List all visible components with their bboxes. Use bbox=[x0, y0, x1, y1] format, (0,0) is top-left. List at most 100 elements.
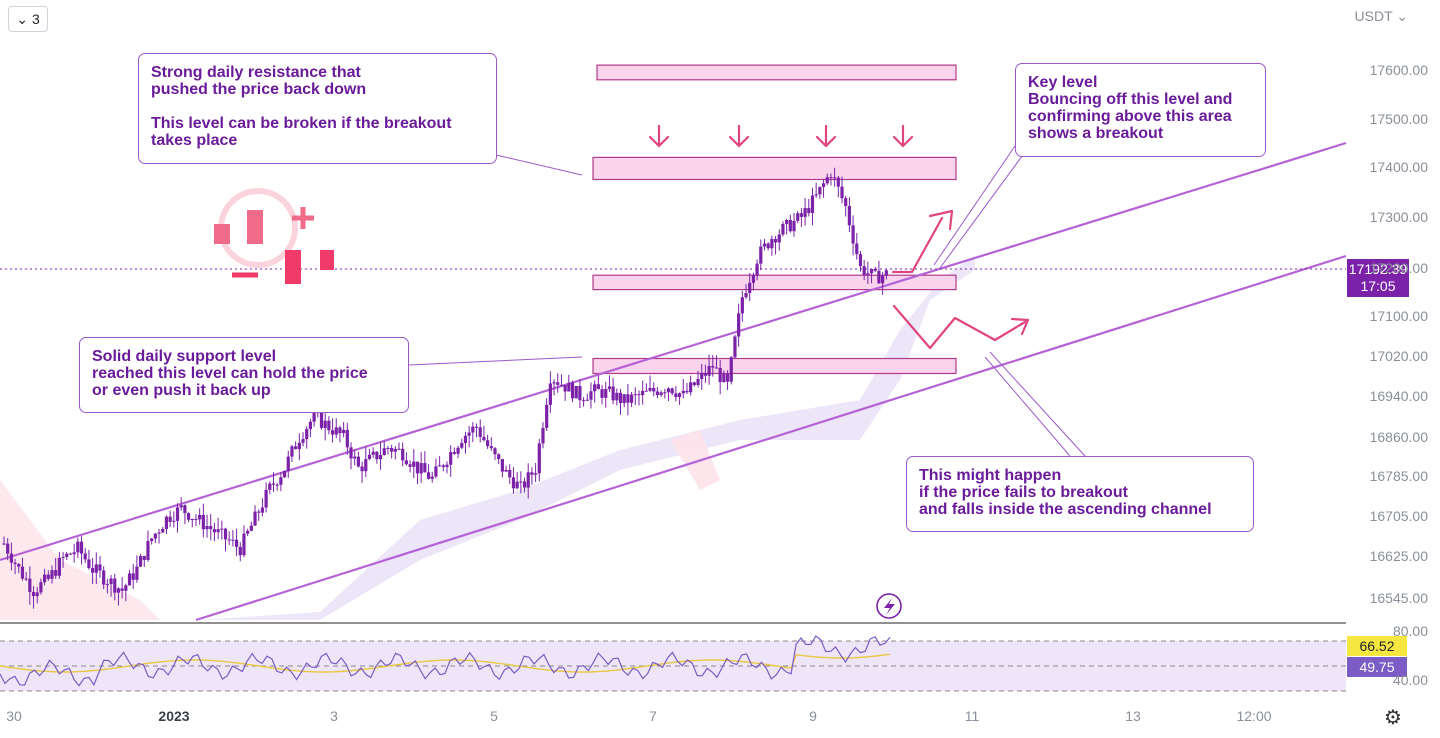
candle-body bbox=[486, 440, 490, 447]
candle-body bbox=[737, 313, 741, 337]
candle-body bbox=[556, 382, 560, 385]
candle-body bbox=[652, 387, 656, 392]
candle-body bbox=[803, 208, 807, 217]
candle-body bbox=[408, 464, 412, 467]
candle-body bbox=[508, 469, 512, 478]
price-tick-label: 17300.00 bbox=[1369, 209, 1428, 225]
candle-body bbox=[877, 270, 881, 284]
candle-body bbox=[677, 393, 682, 398]
time-tick-label: 11 bbox=[964, 708, 980, 724]
candle-body bbox=[290, 446, 294, 457]
time-tick-label: 5 bbox=[490, 708, 498, 724]
candle-body bbox=[807, 208, 811, 214]
candle-body bbox=[105, 584, 109, 586]
indicator-toggle[interactable]: ⌄ 3 bbox=[8, 6, 48, 32]
candle-body bbox=[390, 447, 394, 452]
candle-body bbox=[364, 459, 368, 472]
candle-body bbox=[24, 578, 28, 580]
candle-body bbox=[711, 365, 715, 368]
price-tick-label: 17100.00 bbox=[1369, 308, 1428, 324]
candle-body bbox=[833, 177, 837, 179]
candle-body bbox=[825, 177, 829, 184]
candle-body bbox=[655, 391, 660, 396]
candle-body bbox=[729, 357, 733, 382]
candle-body bbox=[844, 198, 848, 207]
candle-body bbox=[426, 472, 431, 479]
candle-body bbox=[744, 293, 748, 298]
time-tick-label: 12:00 bbox=[1236, 708, 1272, 724]
candle-body bbox=[629, 394, 634, 403]
candle-body bbox=[633, 394, 637, 396]
gear-icon[interactable]: ⚙ bbox=[1384, 707, 1402, 729]
candle-body bbox=[312, 410, 316, 422]
candle-body bbox=[146, 541, 150, 560]
currency-selector[interactable]: USDT ⌄ bbox=[1355, 8, 1408, 25]
candle-body bbox=[415, 461, 420, 474]
candle-body bbox=[223, 528, 228, 540]
candle-body bbox=[685, 390, 689, 393]
candle-body bbox=[467, 432, 471, 436]
candle-body bbox=[271, 483, 276, 485]
candle-body bbox=[294, 446, 298, 450]
candle-body bbox=[489, 446, 493, 449]
price-tick-label: 16785.00 bbox=[1369, 468, 1428, 484]
down-arrow-icon bbox=[892, 124, 914, 148]
candle-body bbox=[818, 186, 822, 195]
candle-body bbox=[622, 394, 626, 404]
candle-body bbox=[79, 541, 84, 554]
candle-body bbox=[722, 373, 726, 383]
candle-body bbox=[497, 454, 501, 459]
candle-body bbox=[179, 505, 183, 508]
last-price-tag: 17192.39 17:05 bbox=[1347, 259, 1409, 297]
candle-body bbox=[563, 385, 567, 392]
lightning-icon bbox=[876, 593, 902, 619]
rsi-scale-80: 80.00 bbox=[1392, 623, 1428, 639]
candle-body bbox=[102, 570, 106, 585]
candle-body bbox=[500, 458, 504, 472]
candle-body bbox=[305, 429, 309, 440]
candle-body bbox=[279, 477, 283, 485]
candle-body bbox=[194, 518, 198, 520]
candle-body bbox=[733, 336, 737, 358]
candle-body bbox=[869, 268, 874, 274]
candle-body bbox=[17, 563, 21, 567]
candle-body bbox=[570, 382, 575, 399]
candle-body bbox=[172, 520, 176, 522]
candle-body bbox=[57, 557, 61, 576]
candle-body bbox=[441, 465, 445, 467]
candle-body bbox=[770, 238, 774, 249]
down-arrow-icon bbox=[648, 124, 670, 148]
candle-body bbox=[423, 463, 427, 473]
candle-body bbox=[773, 238, 778, 243]
candle-body bbox=[445, 464, 449, 467]
candle-body bbox=[585, 399, 589, 401]
candle-body bbox=[98, 564, 102, 571]
candle-body bbox=[330, 430, 335, 435]
indicator-count: 3 bbox=[31, 11, 40, 27]
candle-body bbox=[2, 543, 6, 545]
candle-body bbox=[54, 570, 58, 576]
candle-body bbox=[836, 177, 840, 187]
candle-body bbox=[65, 553, 69, 558]
rsi-ma-line bbox=[0, 653, 891, 673]
candle-body bbox=[412, 461, 416, 467]
candle-body bbox=[338, 427, 342, 434]
candle-body bbox=[231, 539, 235, 541]
candle-body bbox=[378, 454, 383, 460]
candle-body bbox=[286, 456, 290, 471]
price-tick-label: 16705.00 bbox=[1369, 508, 1428, 524]
candle-body bbox=[91, 568, 95, 573]
candle-body bbox=[552, 382, 556, 384]
price-tick-label: 16940.00 bbox=[1369, 388, 1428, 404]
candle-body bbox=[13, 562, 17, 564]
candle-body bbox=[301, 439, 305, 443]
daily-support-zone bbox=[592, 357, 957, 375]
candle-body bbox=[593, 384, 597, 392]
candle-body bbox=[382, 448, 386, 455]
daily-resistance-zone bbox=[592, 156, 957, 181]
candle-body bbox=[493, 448, 497, 455]
candle-body bbox=[471, 426, 475, 433]
candle-body bbox=[615, 392, 619, 401]
candle-body bbox=[855, 243, 859, 255]
rsi-line bbox=[0, 635, 891, 687]
